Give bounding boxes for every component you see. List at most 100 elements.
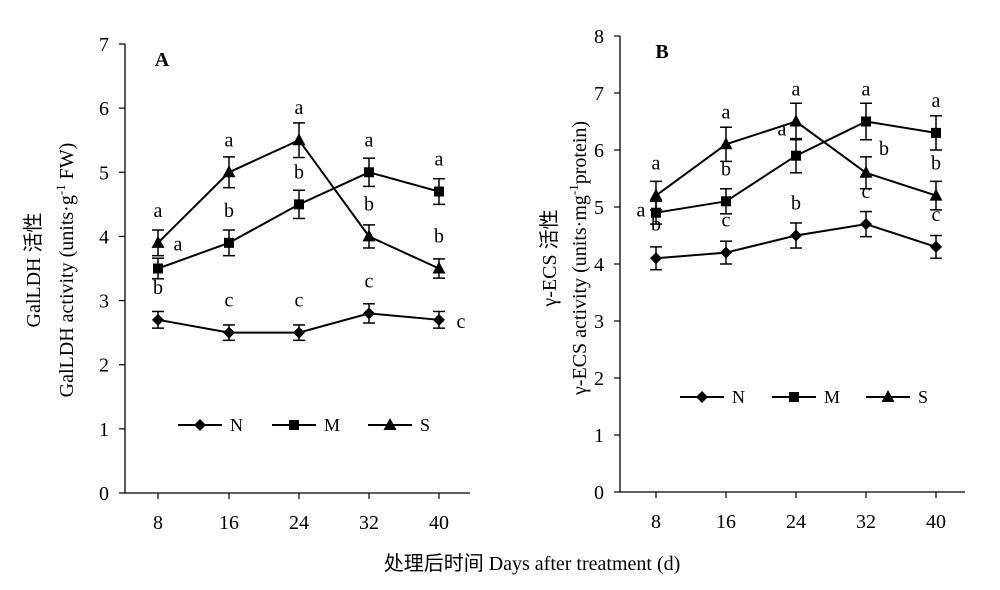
- y-tick-label: 2: [594, 368, 604, 390]
- significance-label: b: [294, 161, 304, 183]
- y-tick-label: 4: [99, 226, 109, 248]
- significance-label: c: [365, 270, 374, 292]
- significance-label: a: [365, 129, 374, 151]
- y-tick-label: 1: [99, 419, 109, 441]
- data-point: [860, 218, 872, 231]
- data-point: [223, 326, 235, 339]
- significance-label: a: [722, 101, 731, 123]
- legend-marker: [289, 420, 299, 430]
- x-tick-label: 16: [219, 512, 239, 534]
- y-axis-title-cn: GalLDH 活性: [22, 213, 45, 328]
- legend-marker: [194, 419, 206, 431]
- data-point: [364, 167, 374, 178]
- significance-label: a: [932, 90, 941, 112]
- data-point: [721, 196, 731, 207]
- series-n: b c c c c: [152, 270, 466, 342]
- data-point: [434, 186, 444, 197]
- y-tick-label: 3: [594, 311, 604, 333]
- y-tick-label: 1: [594, 425, 604, 447]
- data-point: [859, 165, 873, 178]
- x-tick-label: 16: [716, 511, 736, 533]
- significance-label: c: [457, 311, 466, 333]
- data-point: [433, 313, 445, 326]
- significance-label: b: [434, 226, 444, 248]
- legend-label: N: [230, 415, 243, 435]
- significance-label: a: [652, 153, 661, 175]
- data-point: [651, 207, 661, 218]
- data-point: [929, 188, 943, 201]
- significance-label: a: [778, 119, 787, 141]
- data-point: [930, 240, 942, 253]
- significance-label: b: [224, 200, 234, 222]
- y-tick-label: 7: [594, 83, 604, 105]
- data-point: [152, 313, 164, 326]
- data-point: [789, 114, 803, 127]
- significance-label: a: [862, 79, 871, 101]
- significance-label: c: [722, 210, 731, 232]
- significance-label: b: [931, 153, 941, 175]
- data-point: [363, 307, 375, 320]
- data-point: [293, 326, 305, 339]
- significance-label: b: [791, 193, 801, 215]
- data-point: [153, 263, 163, 274]
- series-n: bcbcc: [650, 181, 942, 271]
- legend-marker: [696, 391, 708, 403]
- data-point: [292, 133, 306, 146]
- significance-label: a: [174, 234, 183, 256]
- series-line: [157, 171, 440, 270]
- data-point: [222, 165, 236, 178]
- significance-label: a: [225, 129, 234, 151]
- x-tick-label: 24: [786, 511, 806, 533]
- legend-label: M: [824, 387, 840, 407]
- shared-x-axis-title: 处理后时间 Days after treatment (d): [384, 552, 681, 575]
- significance-label: a: [154, 200, 163, 222]
- legend-marker: [789, 392, 799, 402]
- y-tick-label: 2: [99, 355, 109, 377]
- x-tick-label: 8: [153, 512, 163, 534]
- data-point: [719, 137, 733, 150]
- data-point: [224, 237, 234, 248]
- significance-label: b: [879, 138, 889, 160]
- significance-label: a: [295, 97, 304, 119]
- significance-label: c: [225, 290, 234, 312]
- y-tick-label: 0: [99, 483, 109, 505]
- significance-label: c: [932, 204, 941, 226]
- data-point: [931, 127, 941, 138]
- x-tick-label: 24: [289, 512, 309, 534]
- x-tick-label: 8: [651, 511, 661, 533]
- y-tick-label: 5: [594, 197, 604, 219]
- legend-label: S: [918, 387, 928, 407]
- panel-label: A: [155, 49, 170, 71]
- data-point: [362, 229, 376, 242]
- significance-label: b: [153, 277, 163, 299]
- data-point: [432, 261, 446, 274]
- panel-label: B: [655, 41, 668, 63]
- y-axis-title-cn: γ-ECS 活性: [538, 209, 561, 307]
- y-tick-label: 4: [594, 254, 604, 276]
- y-tick-label: 0: [594, 482, 604, 504]
- significance-label: a: [792, 79, 801, 101]
- panel-b-gamma-ecs-chart: 0 1 2 3 4 5 6 7 8 8 16 24 32 40 Bγ-ECS 活性 γ-ECS activit…: [538, 26, 965, 533]
- significance-label: a: [637, 200, 646, 222]
- y-axis-title-en: γ-ECS activity (units·mg-1protein): [566, 121, 591, 396]
- significance-label: c: [862, 181, 871, 203]
- x-tick-label: 40: [429, 512, 449, 534]
- y-tick-label: 8: [594, 26, 604, 48]
- legend-marker: [383, 418, 397, 430]
- data-point: [791, 150, 801, 161]
- x-tick-label: 32: [856, 511, 876, 533]
- panel-a-galldh-chart: 0 1 2 3 4 5 6 7 8 16 24 32 40 A GalLDH 活性 GalLDH activi…: [22, 34, 470, 534]
- legend-label: M: [324, 415, 340, 435]
- data-point: [650, 252, 662, 265]
- data-point: [151, 235, 165, 248]
- y-tick-label: 6: [99, 98, 109, 120]
- data-point: [790, 229, 802, 242]
- y-tick-label: 7: [99, 34, 109, 56]
- x-tick-label: 32: [359, 512, 379, 534]
